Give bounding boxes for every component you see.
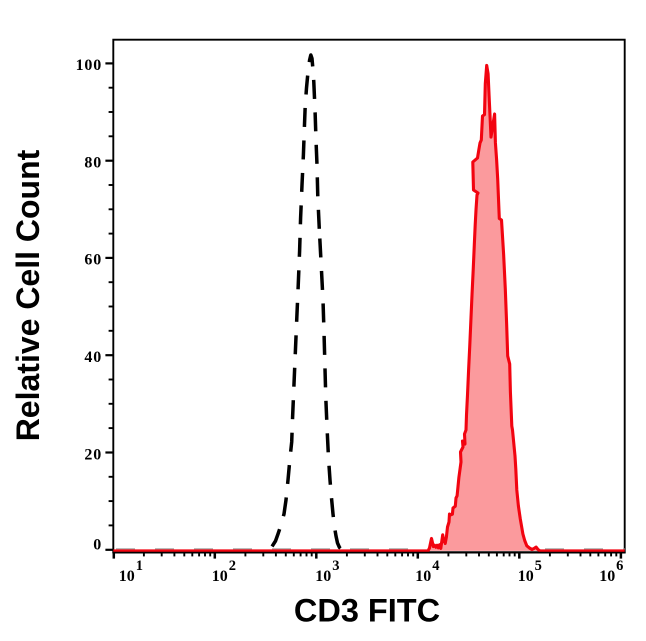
svg-text:60: 60 <box>84 252 102 269</box>
svg-text:3: 3 <box>332 558 339 574</box>
svg-text:2: 2 <box>229 558 236 574</box>
svg-text:1: 1 <box>136 558 143 574</box>
svg-text:10: 10 <box>119 568 135 585</box>
svg-text:20: 20 <box>84 447 102 464</box>
svg-text:80: 80 <box>84 155 102 172</box>
svg-text:40: 40 <box>84 349 102 366</box>
svg-text:10: 10 <box>518 568 534 585</box>
svg-text:10: 10 <box>415 568 431 585</box>
svg-text:10: 10 <box>315 568 331 585</box>
svg-text:Relative Cell Count: Relative Cell Count <box>10 149 46 441</box>
svg-text:100: 100 <box>76 57 102 74</box>
svg-text:10: 10 <box>599 568 615 585</box>
svg-text:CD3 FITC: CD3 FITC <box>294 593 440 629</box>
svg-text:0: 0 <box>93 536 102 553</box>
svg-text:10: 10 <box>212 568 228 585</box>
svg-text:4: 4 <box>432 558 439 574</box>
svg-text:5: 5 <box>535 558 542 574</box>
svg-text:6: 6 <box>616 558 623 574</box>
